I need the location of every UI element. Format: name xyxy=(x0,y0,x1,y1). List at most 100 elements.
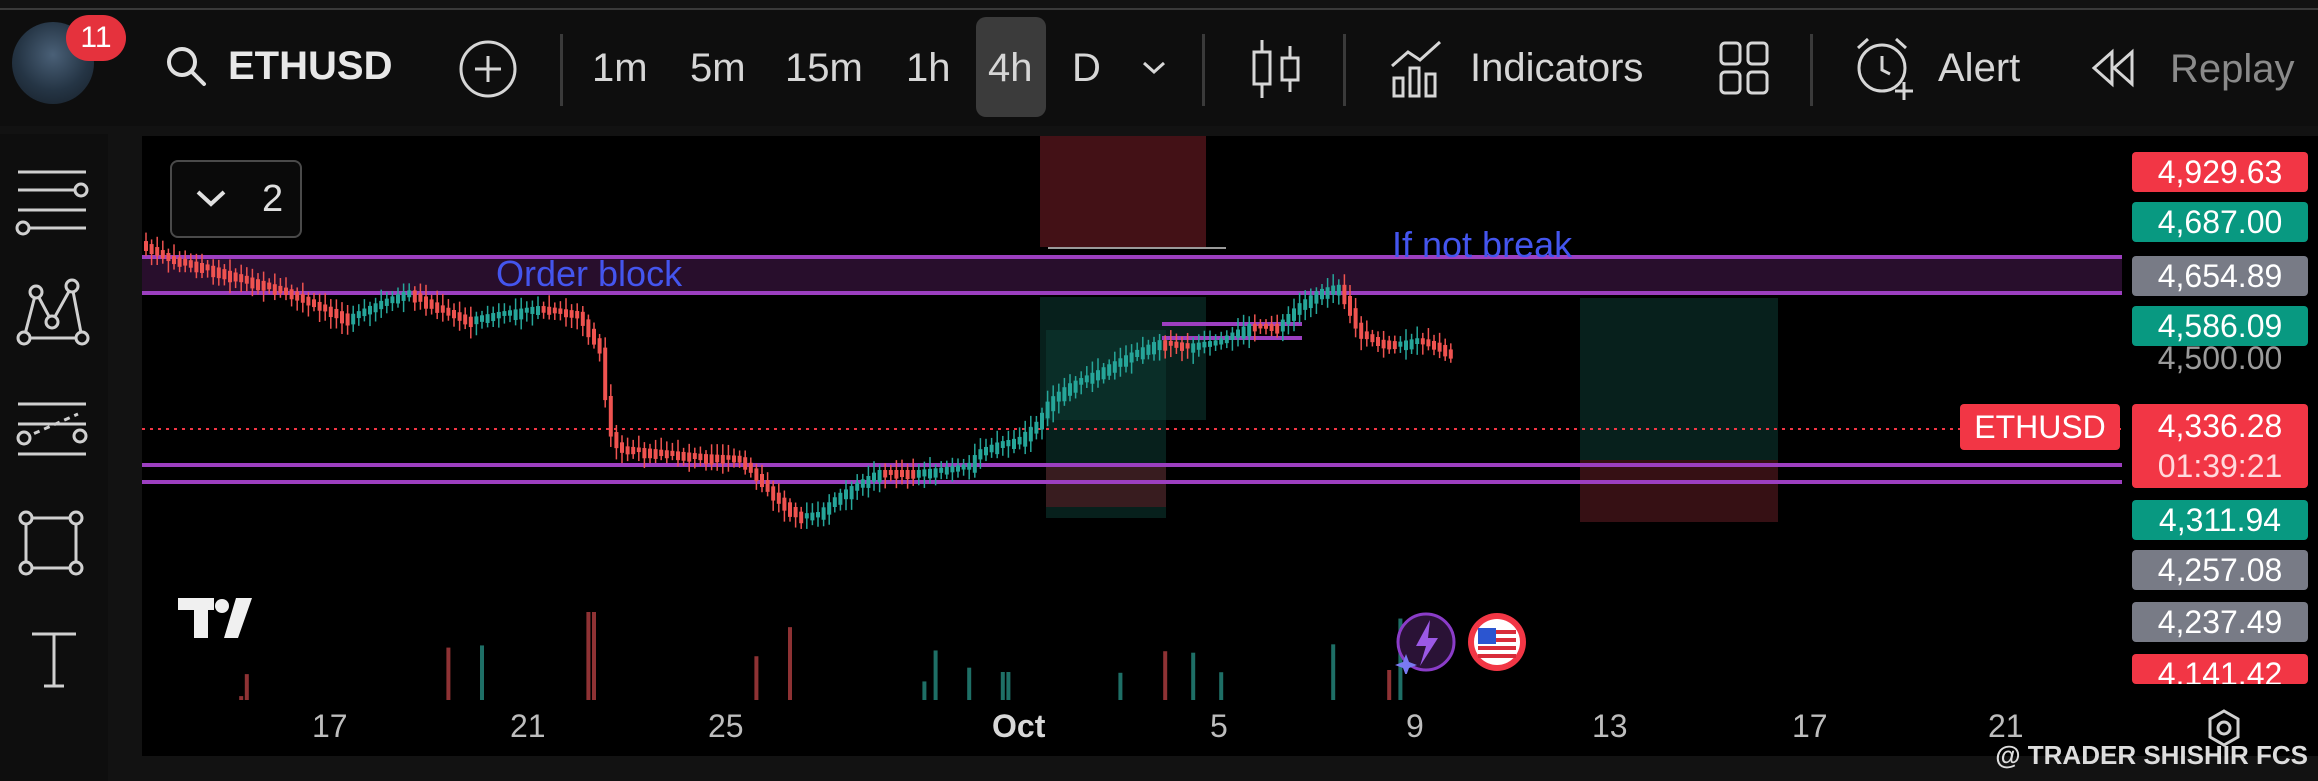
timeframe-d[interactable]: D xyxy=(1072,46,1101,90)
replay-button[interactable]: Replay xyxy=(2088,40,2318,100)
fib-retracement-tool-icon[interactable] xyxy=(14,398,94,460)
candle xyxy=(1140,347,1145,360)
candle xyxy=(732,455,736,463)
last-price-label: 4,336.28 xyxy=(2157,408,2283,444)
candle xyxy=(1269,324,1274,331)
candle xyxy=(530,306,535,314)
alert-label: Alert xyxy=(1938,46,2021,90)
chevron-down-icon xyxy=(196,190,226,207)
candle xyxy=(698,453,703,461)
candle xyxy=(760,474,764,488)
volume-bar xyxy=(788,627,792,752)
lightning-event-icon[interactable] xyxy=(1392,610,1460,674)
candle xyxy=(474,316,479,325)
pattern-tool-icon[interactable] xyxy=(16,278,92,350)
candle xyxy=(620,442,624,453)
chevron-down-icon[interactable] xyxy=(1140,58,1168,78)
candle xyxy=(379,300,384,310)
candle xyxy=(1084,375,1089,383)
candle xyxy=(457,312,462,321)
short-stop-zone xyxy=(1040,136,1206,247)
text-tool-icon[interactable] xyxy=(24,628,84,690)
candle xyxy=(1348,296,1352,316)
candle xyxy=(541,306,546,313)
candle xyxy=(816,512,820,518)
candle xyxy=(1381,339,1386,349)
candle xyxy=(1409,339,1414,350)
candle xyxy=(592,328,596,345)
candle xyxy=(1297,303,1302,315)
candle xyxy=(961,464,966,470)
candle xyxy=(1185,343,1190,349)
candle xyxy=(1404,340,1408,351)
x-tick-17b: 17 xyxy=(1792,708,1828,744)
candle xyxy=(860,479,865,488)
order-block-zone xyxy=(142,255,2122,293)
forecast-target-zone xyxy=(1580,298,1778,460)
volume-bar xyxy=(446,647,451,752)
candle xyxy=(1280,319,1285,332)
candle xyxy=(373,303,378,313)
candlestick-chart-type-icon[interactable] xyxy=(1248,36,1304,102)
candle xyxy=(1112,361,1117,373)
author-watermark: @ TRADER SHISHIR FCS xyxy=(1995,740,2308,770)
candle xyxy=(737,455,742,463)
candle xyxy=(776,492,781,504)
alarm-clock-icon xyxy=(1856,37,1913,100)
candle xyxy=(1364,331,1369,340)
indicators-button[interactable]: Indicators xyxy=(1388,34,1678,104)
candle xyxy=(720,454,725,464)
candle xyxy=(872,472,876,482)
candle xyxy=(799,511,804,524)
candle xyxy=(1286,314,1291,325)
candle xyxy=(222,269,227,280)
candle xyxy=(295,291,300,301)
timeframe-15m[interactable]: 15m xyxy=(785,46,863,90)
candle xyxy=(888,470,893,475)
candle xyxy=(984,446,988,456)
candle xyxy=(1017,436,1022,445)
settings-gear-icon[interactable] xyxy=(2204,708,2244,748)
timeframe-1h[interactable]: 1h xyxy=(906,46,951,90)
candle xyxy=(603,347,608,401)
candle xyxy=(468,316,473,328)
alert-button[interactable]: Alert xyxy=(1852,32,2032,104)
if-not-break-label: If not break xyxy=(1392,224,1573,265)
candle xyxy=(233,272,238,282)
us-flag-event-icon[interactable] xyxy=(1464,610,1530,674)
candle xyxy=(340,311,344,324)
active-timeframe-highlight xyxy=(976,17,1046,117)
candle xyxy=(278,285,283,294)
candle xyxy=(200,263,204,273)
candle xyxy=(508,310,512,316)
lines-tool-icon[interactable] xyxy=(14,166,94,236)
candle xyxy=(1353,308,1358,329)
candle xyxy=(502,311,507,316)
layouts-grid-icon[interactable] xyxy=(1718,40,1770,96)
candle xyxy=(1392,341,1397,350)
rectangle-tool-icon[interactable] xyxy=(16,508,88,580)
timeframe-1m[interactable]: 1m xyxy=(592,46,648,90)
candle xyxy=(155,247,160,256)
layout-count-toggle[interactable]: 2 xyxy=(170,160,302,238)
candle xyxy=(384,298,389,306)
candle xyxy=(1264,324,1268,329)
candle xyxy=(821,507,826,520)
candle xyxy=(160,250,165,259)
add-symbol-icon[interactable] xyxy=(458,39,518,99)
price-label-4141-42: 4,141.42 xyxy=(2132,654,2308,684)
candle xyxy=(894,470,899,479)
candle xyxy=(1107,364,1112,376)
candle xyxy=(446,307,451,316)
candle xyxy=(1129,352,1134,363)
candle xyxy=(513,309,518,321)
candle xyxy=(832,497,837,508)
candle xyxy=(211,265,216,278)
candle xyxy=(1336,284,1341,296)
candle xyxy=(351,313,356,325)
candle xyxy=(188,260,193,268)
candle xyxy=(345,313,350,326)
timeframe-4h[interactable]: 4h xyxy=(988,46,1033,90)
time-axis[interactable] xyxy=(142,700,2318,756)
timeframe-5m[interactable]: 5m xyxy=(690,46,746,90)
